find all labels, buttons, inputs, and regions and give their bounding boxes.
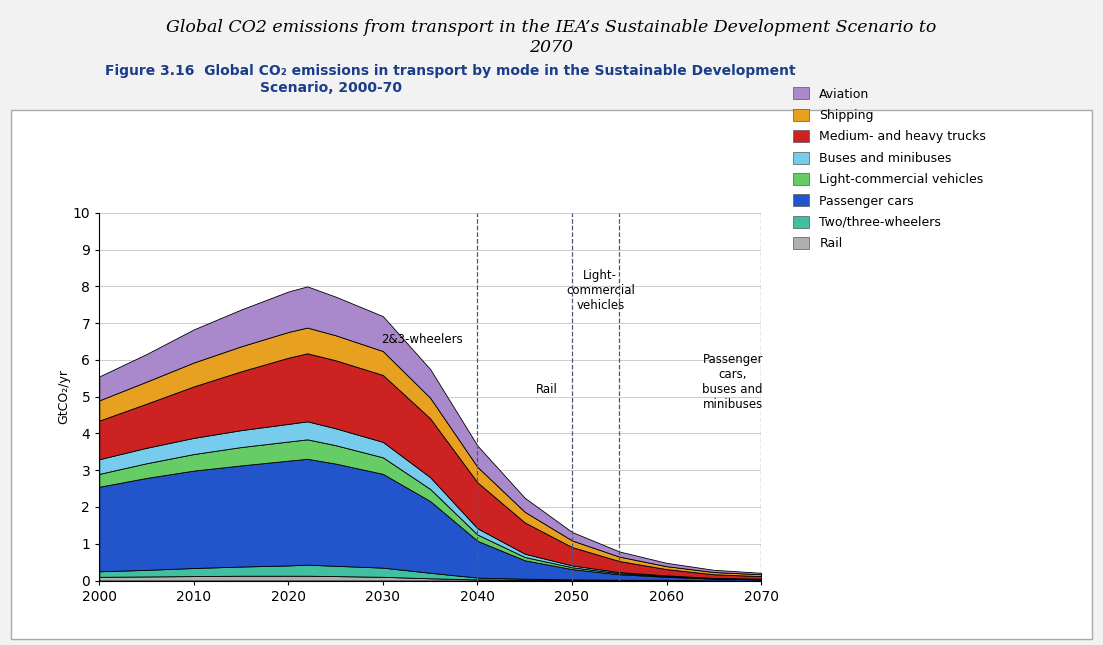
Text: Global CO2 emissions from transport in the IEA’s Sustainable Development Scenari: Global CO2 emissions from transport in t… [167, 19, 936, 56]
Text: Scenario, 2000-70: Scenario, 2000-70 [260, 81, 401, 95]
Y-axis label: GtCO₂/yr: GtCO₂/yr [57, 369, 69, 424]
Text: Figure 3.16  Global CO₂ emissions in transport by mode in the Sustainable Develo: Figure 3.16 Global CO₂ emissions in tran… [105, 64, 795, 79]
Text: 2&3-wheelers: 2&3-wheelers [382, 333, 463, 346]
Text: Rail: Rail [536, 383, 558, 396]
Text: Light-
commercial
vehicles: Light- commercial vehicles [566, 268, 635, 312]
Legend: Aviation, Shipping, Medium- and heavy trucks, Buses and minibuses, Light-commerc: Aviation, Shipping, Medium- and heavy tr… [790, 84, 990, 254]
Text: Passenger
cars,
buses and
minibuses: Passenger cars, buses and minibuses [703, 353, 763, 411]
